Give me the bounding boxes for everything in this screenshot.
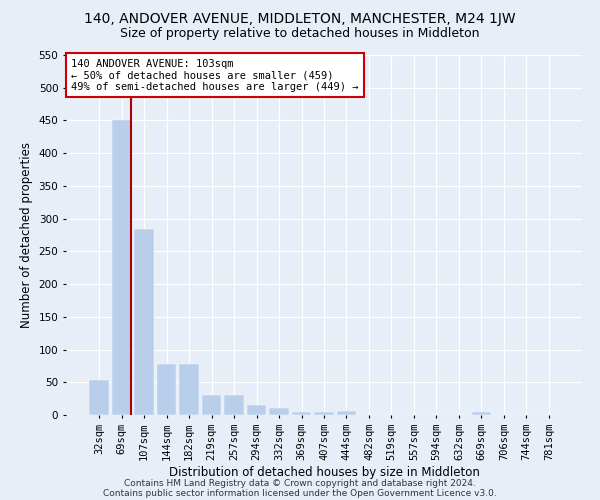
Text: Contains public sector information licensed under the Open Government Licence v3: Contains public sector information licen… [103,488,497,498]
X-axis label: Distribution of detached houses by size in Middleton: Distribution of detached houses by size … [169,466,479,478]
Text: Contains HM Land Registry data © Crown copyright and database right 2024.: Contains HM Land Registry data © Crown c… [124,478,476,488]
Bar [247,405,266,415]
Bar [224,396,244,415]
Bar [292,412,311,415]
Text: Size of property relative to detached houses in Middleton: Size of property relative to detached ho… [120,28,480,40]
Text: 140, ANDOVER AVENUE, MIDDLETON, MANCHESTER, M24 1JW: 140, ANDOVER AVENUE, MIDDLETON, MANCHEST… [84,12,516,26]
Bar [134,229,154,415]
Bar [89,380,109,415]
Bar [314,412,334,415]
Bar [112,120,131,415]
Bar [179,364,199,415]
Bar [202,396,221,415]
Y-axis label: Number of detached properties: Number of detached properties [20,142,33,328]
Bar [337,411,356,415]
Bar [269,408,289,415]
Bar [157,364,176,415]
Bar [472,412,491,415]
Text: 140 ANDOVER AVENUE: 103sqm
← 50% of detached houses are smaller (459)
49% of sem: 140 ANDOVER AVENUE: 103sqm ← 50% of deta… [71,58,359,92]
